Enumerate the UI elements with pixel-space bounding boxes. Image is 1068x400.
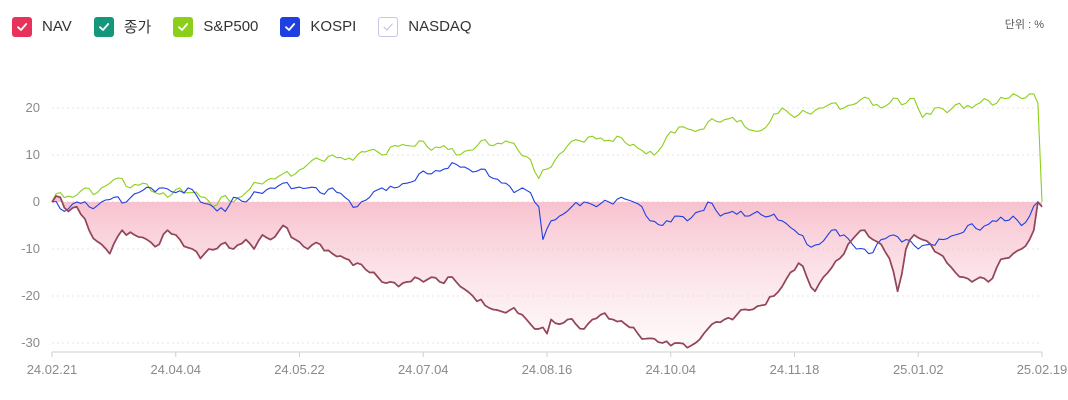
y-tick-label: 20 xyxy=(26,100,40,115)
checkbox-icon[interactable] xyxy=(280,16,301,37)
x-tick-label: 24.04.04 xyxy=(150,362,201,377)
checkbox-icon[interactable] xyxy=(378,16,399,37)
checkbox-icon[interactable] xyxy=(173,16,194,37)
x-tick-label: 25.01.02 xyxy=(893,362,944,377)
checkbox-icon[interactable] xyxy=(93,16,114,37)
legend-label: 종가 xyxy=(123,19,152,36)
legend: NAV 종가 S&P500 KOSPI NASDAQ xyxy=(12,16,494,37)
unit-label: 단위 : % xyxy=(1004,19,1044,31)
x-tick-label: 24.02.21 xyxy=(27,362,78,377)
x-tick-label: 24.10.04 xyxy=(645,362,696,377)
sp500-line xyxy=(51,93,1043,208)
x-tick-label: 25.02.19 xyxy=(1017,362,1068,377)
legend-label: S&P500 xyxy=(203,18,259,35)
nav-area xyxy=(52,196,1042,348)
x-tick-label: 24.11.18 xyxy=(770,362,820,377)
close-price-line xyxy=(51,195,1043,349)
y-tick-label: -20 xyxy=(21,288,40,303)
legend-item-kospi[interactable]: KOSPI xyxy=(280,16,357,37)
legend-label: KOSPI xyxy=(310,18,357,35)
y-tick-label: 0 xyxy=(33,194,40,209)
kospi-line xyxy=(51,162,1043,255)
y-tick-label: 10 xyxy=(26,147,40,162)
legend-item-nasdaq[interactable]: NASDAQ xyxy=(378,16,472,37)
legend-item-sp500[interactable]: S&P500 xyxy=(173,16,259,37)
legend-item-nav[interactable]: NAV xyxy=(12,16,72,37)
checkbox-icon[interactable] xyxy=(12,16,32,37)
y-tick-label: -10 xyxy=(21,241,40,256)
x-tick-label: 24.08.16 xyxy=(522,362,573,377)
legend-label: NAV xyxy=(42,18,72,35)
x-tick-label: 24.07.04 xyxy=(398,362,449,377)
y-tick-label: -30 xyxy=(21,335,40,350)
legend-label: NASDAQ xyxy=(408,18,472,35)
legend-item-close-price[interactable]: 종가 xyxy=(93,16,152,37)
x-tick-label: 24.05.22 xyxy=(274,362,325,377)
